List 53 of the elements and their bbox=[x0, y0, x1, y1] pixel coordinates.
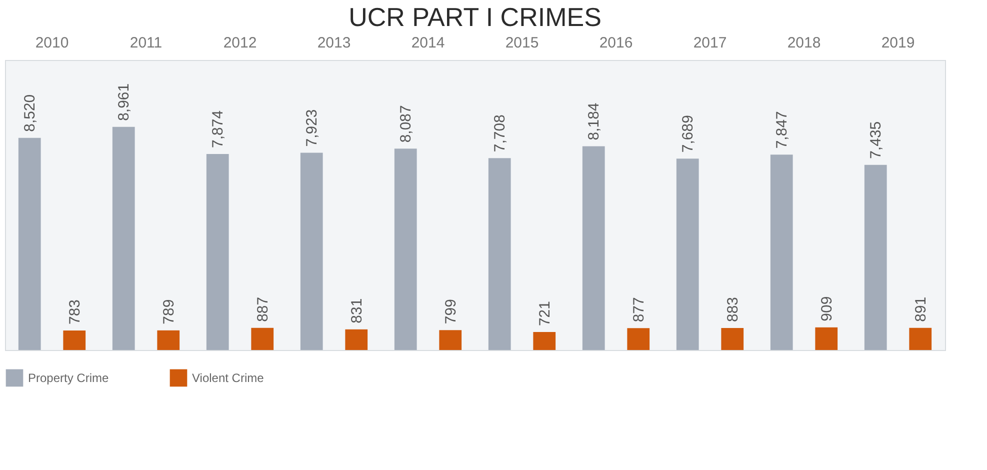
x-tick-label: 2019 bbox=[881, 34, 915, 52]
data-label: 7,708 bbox=[492, 114, 509, 152]
bar bbox=[300, 152, 323, 350]
x-tick-label: 2012 bbox=[223, 34, 257, 52]
bar bbox=[721, 328, 744, 350]
legend-label: Violent Crime bbox=[192, 370, 264, 385]
data-label: 883 bbox=[724, 296, 742, 322]
x-tick-label: 2016 bbox=[599, 34, 633, 52]
data-label: 7,847 bbox=[774, 111, 791, 149]
x-tick-label: 2017 bbox=[693, 34, 727, 52]
bar bbox=[909, 328, 932, 350]
x-tick-label: 2011 bbox=[130, 34, 162, 52]
data-label: 799 bbox=[442, 299, 460, 324]
bar bbox=[439, 330, 462, 350]
data-label: 721 bbox=[536, 301, 554, 326]
x-tick-label: 2018 bbox=[787, 34, 821, 52]
data-label: 8,520 bbox=[22, 94, 39, 132]
bar bbox=[112, 126, 135, 350]
x-tick-label: 2010 bbox=[35, 34, 69, 52]
bar bbox=[251, 328, 274, 350]
bar bbox=[582, 146, 605, 350]
data-label: 8,184 bbox=[586, 102, 603, 140]
bar bbox=[627, 328, 650, 350]
data-label: 8,087 bbox=[398, 105, 415, 143]
x-tick-label: 2013 bbox=[317, 34, 351, 52]
bar bbox=[864, 164, 887, 350]
x-tick-label: 2014 bbox=[411, 34, 445, 52]
bar bbox=[18, 138, 41, 350]
bar bbox=[394, 148, 417, 350]
data-label: 831 bbox=[348, 298, 366, 324]
data-label: 909 bbox=[818, 296, 836, 322]
x-tick-label: 2015 bbox=[505, 34, 539, 52]
legend-label: Property Crime bbox=[28, 370, 110, 385]
bar bbox=[157, 330, 180, 350]
chart-title: UCR PART I CRIMES bbox=[348, 2, 602, 32]
data-label: 887 bbox=[254, 296, 272, 322]
data-label: 7,923 bbox=[304, 109, 321, 147]
bar bbox=[488, 158, 511, 350]
data-label: 891 bbox=[912, 296, 930, 322]
data-label: 7,435 bbox=[868, 121, 885, 159]
bar bbox=[770, 154, 793, 350]
data-label: 7,689 bbox=[680, 115, 697, 153]
bar bbox=[533, 332, 556, 350]
data-label: 877 bbox=[630, 297, 648, 322]
data-label: 7,874 bbox=[210, 110, 227, 148]
data-label: 783 bbox=[66, 299, 84, 325]
bar bbox=[206, 154, 229, 350]
data-label: 789 bbox=[160, 299, 178, 324]
bar bbox=[63, 330, 86, 350]
bar bbox=[345, 329, 368, 350]
bar bbox=[676, 158, 699, 350]
bar bbox=[815, 327, 838, 350]
data-label: 8,961 bbox=[116, 83, 133, 121]
